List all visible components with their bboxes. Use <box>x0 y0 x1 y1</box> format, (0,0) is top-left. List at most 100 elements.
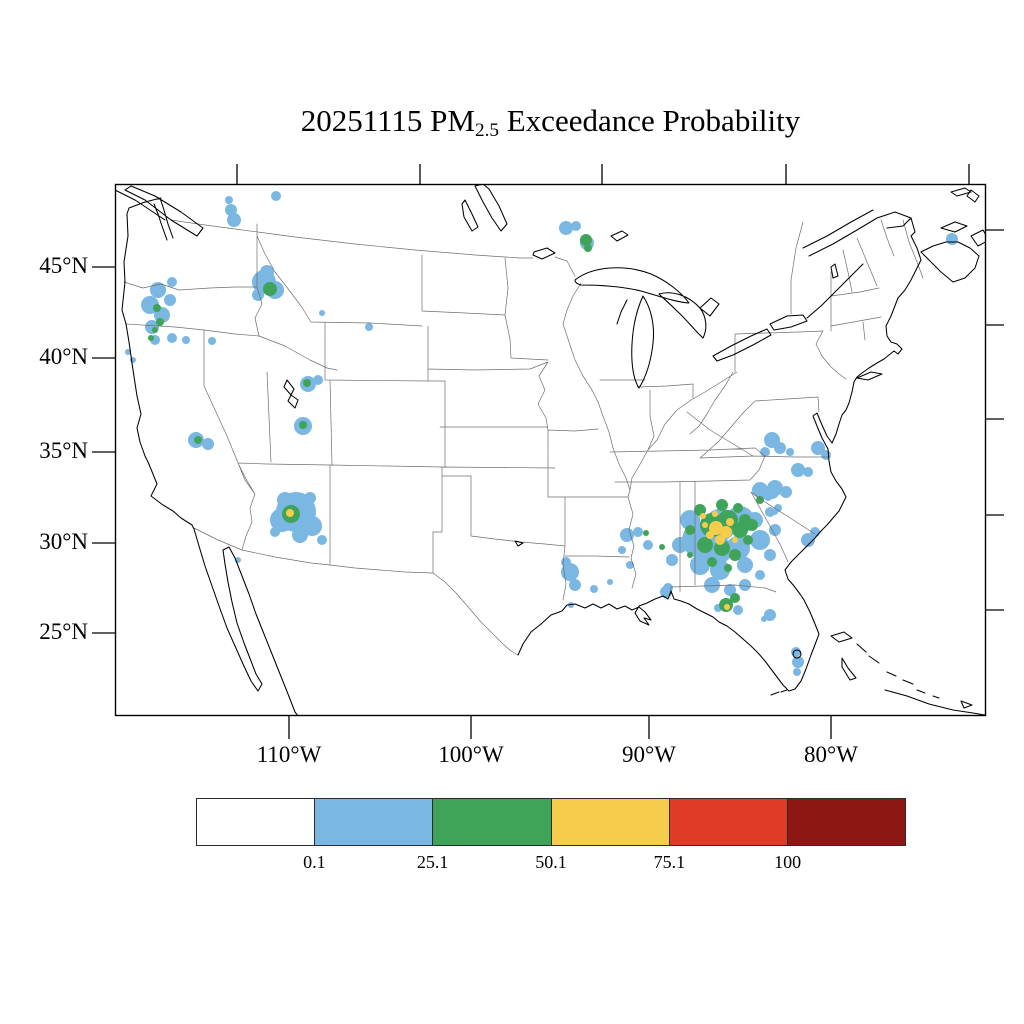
contour-cell <box>271 191 281 201</box>
contour-cell <box>584 244 592 252</box>
contour-cell <box>156 318 164 326</box>
contour-cell <box>743 535 753 545</box>
contour-cell <box>580 234 592 246</box>
contour-cell <box>724 604 730 610</box>
contour-cell <box>150 282 166 298</box>
contour-cell <box>590 585 598 593</box>
contour-cell <box>732 522 748 538</box>
colorbar-segment <box>314 798 434 846</box>
contour-cell <box>569 579 581 591</box>
page-title: 20251115 PM2.5 Exceedance Probability <box>115 103 986 142</box>
contour-cell <box>697 537 713 553</box>
contour-cell <box>167 333 177 343</box>
contour-cell <box>687 552 693 558</box>
contour-cell <box>643 540 653 550</box>
contour-cell <box>620 528 634 542</box>
contour-cell <box>365 323 373 331</box>
contour-cell <box>774 442 786 454</box>
contour-cell <box>706 531 714 539</box>
title-prefix: 20251115 PM <box>300 103 475 138</box>
y-tick-label: 30°N <box>39 529 88 554</box>
contour-cell <box>792 656 804 668</box>
contour-cell <box>793 668 801 676</box>
contour-cell <box>791 647 801 657</box>
contour-cell <box>618 546 626 554</box>
contour-cell <box>791 463 805 477</box>
colorbar-segment <box>668 798 788 846</box>
contour-cell <box>685 525 695 535</box>
contour-cell <box>286 509 294 517</box>
contour-cell <box>571 221 581 231</box>
contour-cell <box>737 557 753 573</box>
y-tick-label: 45°N <box>39 253 88 278</box>
contour-cell <box>270 527 280 537</box>
contour-cell <box>764 549 776 561</box>
contour-cell <box>663 583 673 593</box>
contour-cell <box>763 491 773 501</box>
y-tick-label: 35°N <box>39 438 88 463</box>
contour-cell <box>761 616 767 622</box>
contour-cell <box>769 524 781 536</box>
contour-cell <box>302 516 322 536</box>
contour-cell <box>202 438 214 450</box>
contour-cell <box>152 327 158 333</box>
colorbar <box>196 798 907 846</box>
contour-cell <box>702 522 708 528</box>
title-suffix: Exceedance Probability <box>499 103 801 138</box>
contour-bin-layer <box>125 191 958 676</box>
us-probability-map <box>92 164 1004 739</box>
contour-cell <box>626 561 634 569</box>
contour-cell <box>946 233 958 245</box>
colorbar-tick-label: 75.1 <box>653 852 686 872</box>
contour-cell <box>125 349 131 355</box>
colorbar-segment <box>196 798 316 846</box>
contour-cell <box>739 579 751 591</box>
contour-cell <box>755 570 765 580</box>
title-subscript: 2.5 <box>474 120 499 142</box>
contour-cell <box>194 436 202 444</box>
contour-cell <box>811 441 825 455</box>
contour-cell <box>760 447 770 457</box>
contour-cell <box>715 535 725 545</box>
colorbar-tick-label: 0.1 <box>303 852 326 872</box>
contour-cell <box>724 564 732 572</box>
contour-cell <box>561 563 579 581</box>
contour-cell <box>765 507 775 517</box>
contour-cell <box>225 196 233 204</box>
contour-cell <box>786 448 794 456</box>
colorbar-tick-label: 25.1 <box>416 852 449 872</box>
contour-cell <box>299 421 307 429</box>
contour-cell <box>772 509 778 515</box>
contour-cell <box>707 557 717 567</box>
contour-cell <box>252 289 264 301</box>
contour-cell <box>182 336 190 344</box>
contour-cell <box>733 605 743 615</box>
contour-cell <box>709 521 723 535</box>
contour-cell <box>167 277 177 287</box>
contour-cell <box>153 304 161 312</box>
colorbar-segment <box>786 798 907 846</box>
contour-cell <box>666 554 678 566</box>
contour-cell <box>756 496 764 504</box>
contour-cell <box>633 527 643 537</box>
contour-cell <box>704 577 720 593</box>
contour-cell <box>277 492 293 508</box>
contour-cell <box>750 530 770 550</box>
colorbar-tick-label: 100 <box>774 852 802 872</box>
contour-cell <box>319 310 325 316</box>
contour-cell <box>263 282 277 296</box>
contour-cell <box>729 549 741 561</box>
colorbar-segment <box>432 798 552 846</box>
contour-cell <box>561 557 571 567</box>
contour-cell <box>780 486 792 498</box>
coastlines <box>116 185 985 715</box>
contour-cell <box>227 213 241 227</box>
contour-cell <box>148 335 154 341</box>
contour-cell <box>821 450 831 460</box>
contour-cell <box>726 518 734 526</box>
contour-cell <box>803 467 813 477</box>
x-tick-label: 110°W <box>256 742 322 767</box>
contour-cell <box>712 511 718 517</box>
colorbar-tick-label: 50.1 <box>535 852 567 872</box>
x-tick-label: 90°W <box>622 742 676 767</box>
